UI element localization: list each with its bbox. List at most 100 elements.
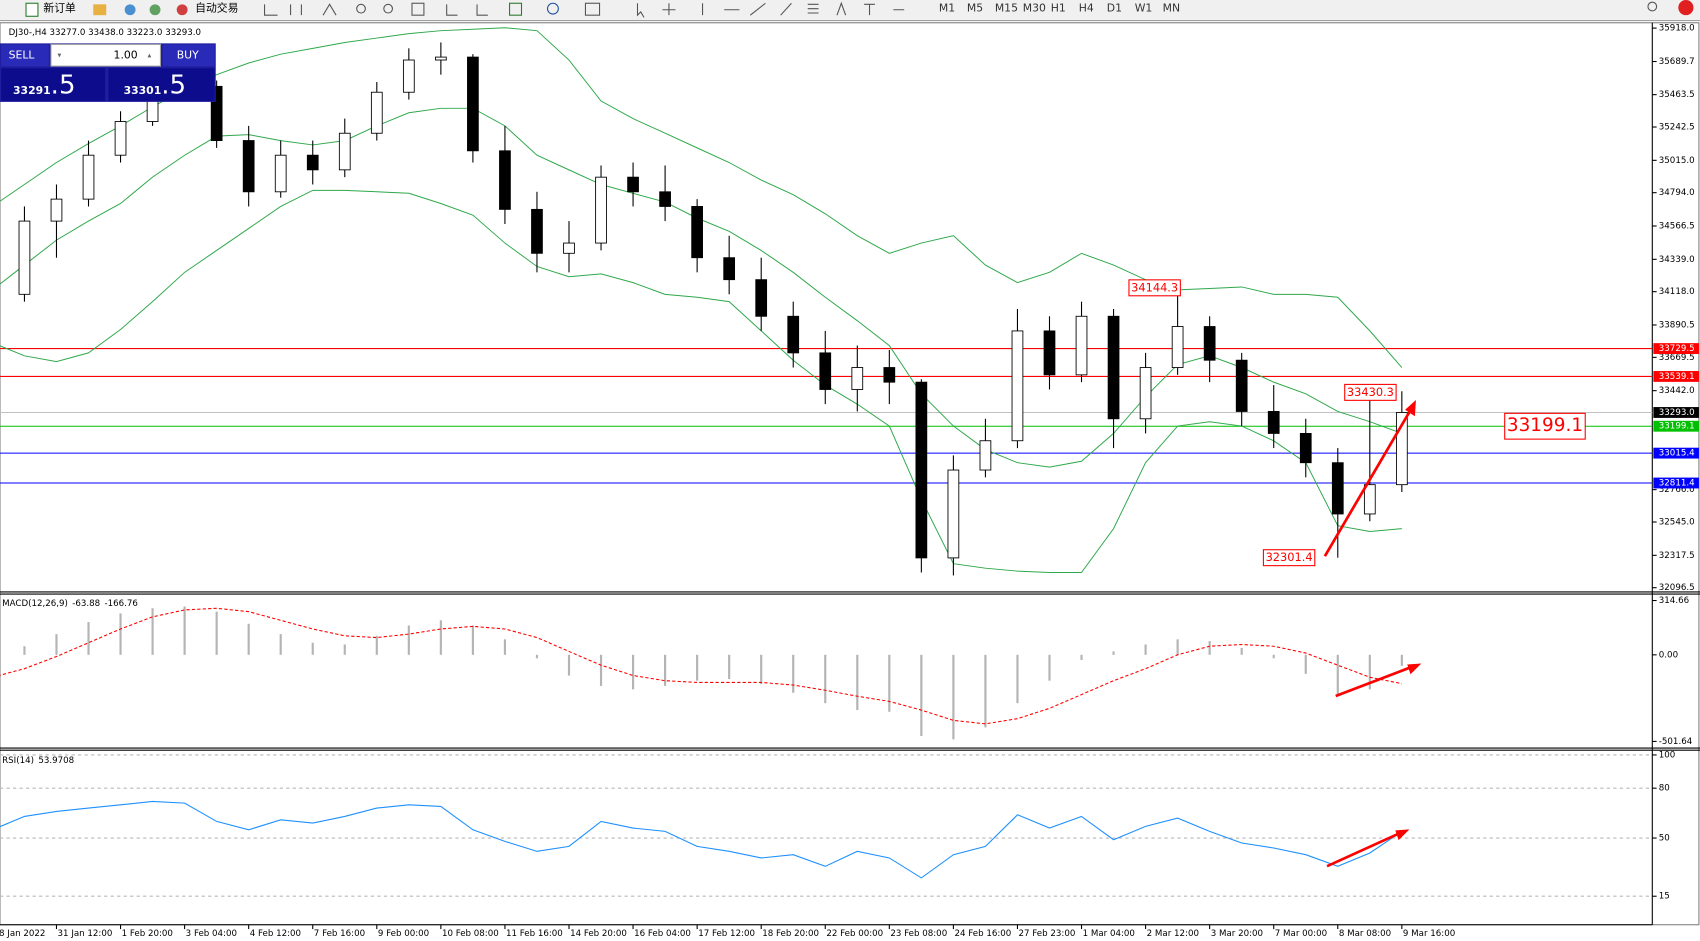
timeframe-button[interactable]: H4 [1079,2,1094,15]
candle-body [1075,315,1088,376]
y-tick-label: 32545.0 [1659,518,1695,528]
sell-label[interactable]: SELL [9,48,35,61]
x-tick-label: 14 Feb 20:00 [570,929,627,939]
price-tag [1653,371,1699,382]
lot-value[interactable]: 1.00 [114,48,138,61]
x-tick-label: 1 Mar 04:00 [1083,929,1135,939]
candle-body [883,367,896,383]
x-tick-label: 3 Mar 20:00 [1211,929,1263,939]
candle-body [595,176,607,244]
candle-body [1267,411,1280,434]
timeframe-button[interactable]: W1 [1135,2,1153,15]
ask-main: 33301 [124,84,162,97]
timeframe-button[interactable]: M1 [939,2,955,15]
trend-arrows [1323,400,1422,868]
y-tick-label: 35015.0 [1659,156,1695,166]
bid-price[interactable]: 33291.5 [13,70,75,100]
y-tick-label: -501.64 [1659,737,1693,747]
candle-body [435,56,447,61]
y-tick-label: 0.00 [1659,650,1678,660]
y-tick-label: 33890.5 [1659,320,1695,330]
timeframe-button[interactable]: D1 [1107,2,1122,15]
price-tag [1653,343,1699,354]
buy-label[interactable]: BUY [177,48,199,61]
plot-area: 35918.0 35689.7 35463.5 35242.5 35015.0 34794… [0,24,1699,939]
timeframe-button[interactable]: M30 [1023,2,1046,15]
toolbar-icon[interactable] [124,4,136,16]
chart-type-icons[interactable] [263,3,337,16]
candle-body [18,220,31,295]
toolbar-icon[interactable] [149,4,161,16]
price-tag [1653,420,1699,432]
buy-button[interactable] [162,44,215,67]
y-tick-label: 34339.0 [1659,255,1695,265]
price-tag-label: 33729.5 [1659,344,1695,354]
candle-body [1235,359,1248,412]
y-tick-label: 34118.0 [1659,287,1695,297]
periods[interactable] [546,2,559,15]
x-tick-label: 17 Feb 12:00 [698,929,755,939]
timeframe-button[interactable]: M15 [995,2,1018,15]
y-tick-label: 35918.0 [1659,24,1695,34]
timeframe-button[interactable]: MN [1163,2,1180,15]
candle-body [499,150,511,210]
price-tag-label: 32811.4 [1659,479,1695,489]
indicators[interactable] [509,2,523,16]
candle-body [338,132,351,171]
bid-box[interactable] [1,68,106,101]
x-tick-label: 3 Feb 04:00 [186,929,237,939]
sell-button[interactable] [1,44,49,67]
y-tick-label: 100 [1659,750,1676,760]
candle-body [563,242,575,254]
candle-body [723,257,736,281]
ask-box[interactable] [108,68,215,101]
indicator-value: 53.9708 [38,755,74,765]
y-tick-label: 32766.0 [1659,485,1695,495]
candle-body [1395,412,1408,486]
price-arrow [1323,411,1411,557]
x-tick-label: 8 Mar 08:00 [1339,929,1391,939]
search[interactable] [1647,1,1658,12]
drawing-tools[interactable] [636,1,905,18]
toolbar-icon[interactable] [93,4,107,16]
candle-body [467,56,479,152]
lot-input[interactable] [50,43,162,67]
x-tick-label: 10 Feb 08:00 [442,929,499,939]
timeframe-button[interactable]: M5 [967,2,983,15]
bid-main: 33291 [13,84,51,97]
rsi-arrow [1326,832,1400,868]
candle-body [851,367,864,390]
scroll-icons[interactable] [446,4,488,16]
lot-up[interactable]: ▴ [147,50,151,59]
indicator-title: RSI(14) 53.9708 [2,755,74,765]
x-tick-label: 24 Feb 16:00 [954,929,1011,939]
ask-price[interactable]: 33301.5 [124,70,186,100]
price-tag [1653,447,1699,459]
timeframe-button[interactable]: H1 [1051,2,1066,15]
lot-down[interactable]: ▾ [57,50,61,59]
price-tag-label: 33539.1 [1659,372,1695,382]
candle-body [274,154,287,193]
annotation-box [1262,549,1316,567]
x-tick-label: 11 Feb 16:00 [506,929,563,939]
auto-trading-button[interactable]: 自动交易 [195,1,238,15]
candle-body [531,208,543,254]
x-tick-label: 9 Mar 16:00 [1403,929,1455,939]
indicator-value: -63.88 [72,598,100,608]
templates[interactable] [584,2,601,16]
timeframe-bar: M1 M5 M15 M30 H1 H4 D1 W1 MN [939,2,1180,15]
y-tick-label: 34566.5 [1659,221,1695,231]
y-tick-label: 15 [1659,892,1670,902]
new-order-button[interactable]: 新订单 [43,1,76,15]
new-order-icon[interactable] [25,2,39,17]
tile-windows[interactable] [411,2,425,16]
zoom-out[interactable] [383,3,394,14]
x-tick-label: 7 Mar 00:00 [1275,929,1327,939]
zoom-in[interactable] [356,3,366,14]
auto-trading-icon[interactable] [176,4,188,16]
notification-badge[interactable] [1678,0,1694,16]
chart-title: DJ30-,H4 33277.0 33438.0 33223.0 33293.0 [9,28,201,38]
candle-body [306,154,319,171]
indicator-value: -166.76 [105,598,138,608]
